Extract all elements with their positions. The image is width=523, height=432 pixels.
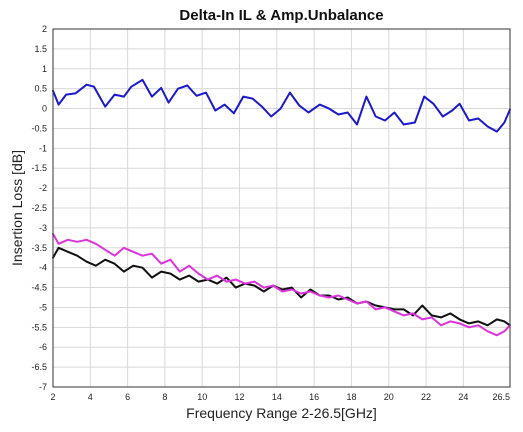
y-tick-label: 0 — [42, 104, 47, 114]
series-line-1 — [52, 78, 511, 133]
y-tick-label: -2 — [39, 183, 47, 193]
x-tick-label: 8 — [162, 392, 167, 402]
y-tick-label: -7 — [39, 382, 47, 392]
chart-title: Delta-In IL & Amp.Unbalance — [179, 7, 383, 24]
y-tick-label: -5.5 — [31, 322, 47, 332]
x-axis-title: Frequency Range 2-26.5[GHz] — [186, 405, 377, 421]
x-tick-label: 12 — [235, 392, 245, 402]
y-tick-label: -6.5 — [31, 362, 47, 372]
x-tick-label: 18 — [346, 392, 356, 402]
x-tick-label: 6 — [125, 392, 130, 402]
y-tick-label: -3 — [39, 223, 47, 233]
y-axis-title: Insertion Loss [dB] — [9, 150, 25, 266]
x-tick-labels: 2 4 6 8 10 12 14 16 18 20 22 24 26.5 — [50, 392, 510, 402]
y-tick-label: -3.5 — [31, 243, 47, 253]
series-group — [52, 78, 511, 337]
y-tick-labels: 2 1.5 1 0.5 0 -0.5 -1 -1.5 -2 -2.5 -3 -3.5 -4 -4.5 -5 -… — [31, 24, 47, 392]
y-tick-label: -6 — [39, 342, 47, 352]
x-tick-label: 2 — [50, 392, 55, 402]
x-tick-label: 22 — [421, 392, 431, 402]
x-tick-label: 14 — [272, 392, 282, 402]
y-tick-label: 1 — [42, 64, 47, 74]
y-tick-label: -1.5 — [31, 163, 47, 173]
y-tick-label: 1.5 — [34, 44, 47, 54]
y-tick-label: 2 — [42, 24, 47, 34]
y-tick-label: 0.5 — [34, 84, 47, 94]
y-tick-label: -1 — [39, 143, 47, 153]
y-tick-label: -5 — [39, 302, 47, 312]
series-line-2 — [52, 246, 511, 327]
y-tick-label: -0.5 — [31, 123, 47, 133]
series-line-3 — [52, 232, 511, 337]
x-tick-label: 4 — [88, 392, 93, 402]
y-tick-label: -2.5 — [31, 203, 47, 213]
x-tick-label: 16 — [309, 392, 319, 402]
y-tick-label: -4.5 — [31, 283, 47, 293]
x-tick-label: 26.5 — [492, 392, 510, 402]
x-tick-label: 10 — [197, 392, 207, 402]
grid — [52, 28, 511, 388]
x-tick-label: 20 — [384, 392, 394, 402]
plot-frame — [52, 28, 511, 388]
y-tick-label: -4 — [39, 263, 47, 273]
x-tick-label: 24 — [458, 392, 468, 402]
